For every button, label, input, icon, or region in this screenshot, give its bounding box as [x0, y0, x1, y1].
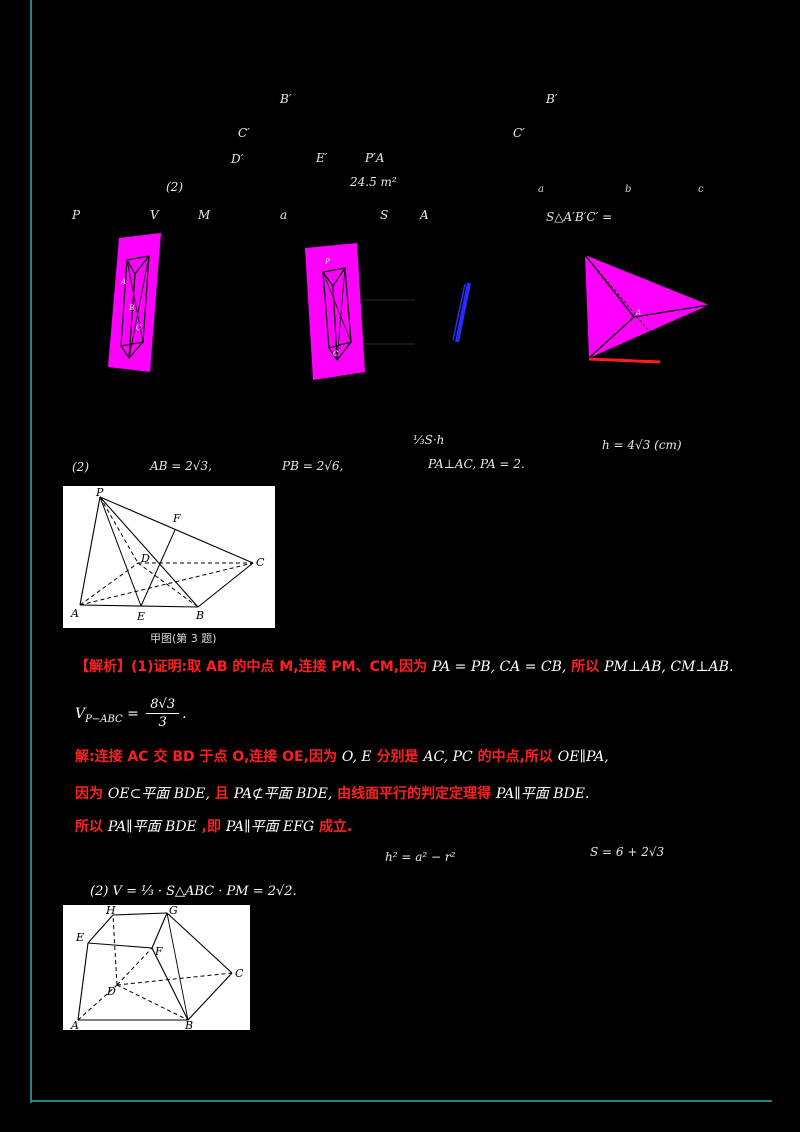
prism2-face: [305, 243, 365, 380]
math-token: B′: [546, 92, 558, 106]
math-inline: PA∥平面 EFG: [225, 819, 315, 835]
solution-text: 分别是: [371, 749, 424, 765]
solution-text: 的中点,所以: [472, 749, 558, 765]
pyramid-label-c: C: [256, 556, 265, 569]
math-token: ⅓S·h: [413, 433, 445, 447]
prism2-label-p: P: [324, 258, 330, 266]
frustum-label-e: E: [75, 931, 84, 944]
triangle-label-a: A: [635, 309, 641, 317]
blue-segment: [455, 282, 471, 343]
math-token: h = 4√3 (cm): [602, 438, 682, 452]
solution-text: ,即: [196, 819, 226, 835]
math-token: S: [380, 208, 389, 222]
math-token: a: [538, 184, 544, 195]
math-token: V: [150, 208, 159, 222]
math-token: PB = 2√6,: [282, 459, 344, 473]
triangle-figure: A: [576, 243, 718, 367]
frustum-label-h: H: [105, 905, 116, 917]
math-token: a: [280, 208, 288, 222]
math-subscript: P−ABC: [85, 714, 123, 726]
math-token: b: [625, 184, 632, 195]
left-margin-guide: [30, 0, 32, 1103]
pyramid-figure: P F D C A E B: [63, 486, 275, 628]
math-token: S△A′B′C′ =: [546, 210, 613, 224]
solution-text: 由线面平行的判定定理得: [332, 786, 497, 802]
fraction: 8√3 3: [146, 697, 180, 730]
math-inline: PA⊄平面 BDE,: [233, 786, 333, 802]
math-token: D′: [231, 152, 244, 166]
frustum-label-f: F: [154, 945, 163, 958]
prism2-label-c: C: [333, 350, 339, 358]
math-token: B′: [280, 92, 292, 106]
math-token: E′: [316, 151, 328, 165]
solution-text: 所以: [566, 659, 605, 675]
math-inline: (2) V = ⅓ · S△ABC · PM = 2√2.: [90, 884, 297, 899]
prism-figure-1: A B C: [103, 230, 178, 378]
math-inline: OE⊂平面 BDE,: [107, 786, 210, 802]
math-token: A: [420, 208, 429, 222]
pyramid-label-d: D: [140, 552, 150, 565]
solution-line-1: 【解析】(1)证明:取 AB 的中点 M,连接 PM、CM,因为 PA = PB…: [75, 656, 733, 676]
frustum-label-g: G: [169, 905, 178, 917]
fraction-denominator: 3: [158, 715, 167, 730]
solution-text: 因为: [75, 786, 108, 802]
solution-line-4: 所以 PA∥平面 BDE ,即 PA∥平面 EFG 成立.: [75, 816, 352, 836]
solution-text: 【解析】(1)证明:取 AB 的中点 M,连接 PM、CM,因为: [75, 659, 432, 675]
solution-text: 所以: [75, 819, 108, 835]
bottom-margin-guide: [30, 1100, 772, 1102]
prism1-label-c: C: [136, 324, 142, 332]
pyramid-label-b: B: [195, 609, 204, 622]
math-token: (2): [166, 180, 183, 194]
math-token: C′: [238, 126, 250, 140]
math-inline: V: [75, 706, 86, 722]
figure-caption: 甲图(第 3 题): [150, 632, 217, 645]
prism1-label-b: B: [128, 304, 134, 312]
solution-text: 且: [209, 786, 234, 802]
math-token: S = 6 + 2√3: [590, 845, 665, 859]
frustum-figure: H G E F D C A B: [63, 905, 250, 1030]
math-token: c: [698, 184, 704, 195]
math-token: M: [198, 208, 211, 222]
math-token: AB = 2√3,: [150, 459, 212, 473]
solution-text: 解:连接 AC 交 BD 于点 O,连接 OE,因为: [75, 749, 342, 765]
fraction-numerator: 8√3: [146, 697, 180, 714]
math-inline: PM⊥AB, CM⊥AB.: [604, 659, 734, 675]
math-token: C′: [513, 126, 525, 140]
prism1-label-a: A: [120, 278, 126, 286]
math-inline: .: [182, 706, 187, 722]
frustum-label-a: A: [70, 1019, 79, 1030]
math-inline: PA∥平面 BDE.: [496, 786, 590, 802]
math-inline: OE∥PA,: [557, 749, 609, 765]
math-token: PA⊥AC, PA = 2.: [428, 457, 525, 471]
math-inline: AC, PC: [423, 749, 473, 765]
solution-line-2: 解:连接 AC 交 BD 于点 O,连接 OE,因为 O, E 分别是 AC, …: [75, 746, 609, 766]
math-token: 24.5 m²: [350, 175, 397, 189]
solution-line-5: (2) V = ⅓ · S△ABC · PM = 2√2.: [90, 880, 297, 899]
pyramid-label-f: F: [172, 512, 181, 525]
math-token: P′A: [365, 151, 385, 165]
blue-segment-figure: [448, 278, 478, 350]
math-inline: PA = PB, CA = CB,: [431, 659, 567, 675]
prism-figure-2: P C: [295, 238, 420, 388]
pyramid-label-a: A: [70, 607, 79, 620]
pyramid-label-e: E: [136, 610, 145, 623]
math-inline: PA∥平面 BDE: [107, 819, 197, 835]
solution-line-3: 因为 OE⊂平面 BDE, 且 PA⊄平面 BDE, 由线面平行的判定定理得 P…: [75, 783, 589, 803]
math-token: P: [72, 208, 81, 222]
solution-text: 成立.: [314, 819, 353, 835]
frustum-label-c: C: [235, 967, 244, 980]
red-edge: [588, 357, 661, 364]
math-token: h² = a² − r²: [385, 850, 456, 864]
frustum-label-d: D: [106, 985, 116, 998]
math-token: (2): [72, 460, 89, 474]
math-inline: O, E: [341, 749, 372, 765]
pyramid-label-p: P: [95, 486, 104, 499]
volume-formula-line: VP−ABC = 8√3 3.: [75, 697, 187, 730]
math-inline: =: [122, 706, 144, 722]
frustum-label-b: B: [184, 1019, 193, 1030]
triangle-face: [585, 255, 709, 358]
